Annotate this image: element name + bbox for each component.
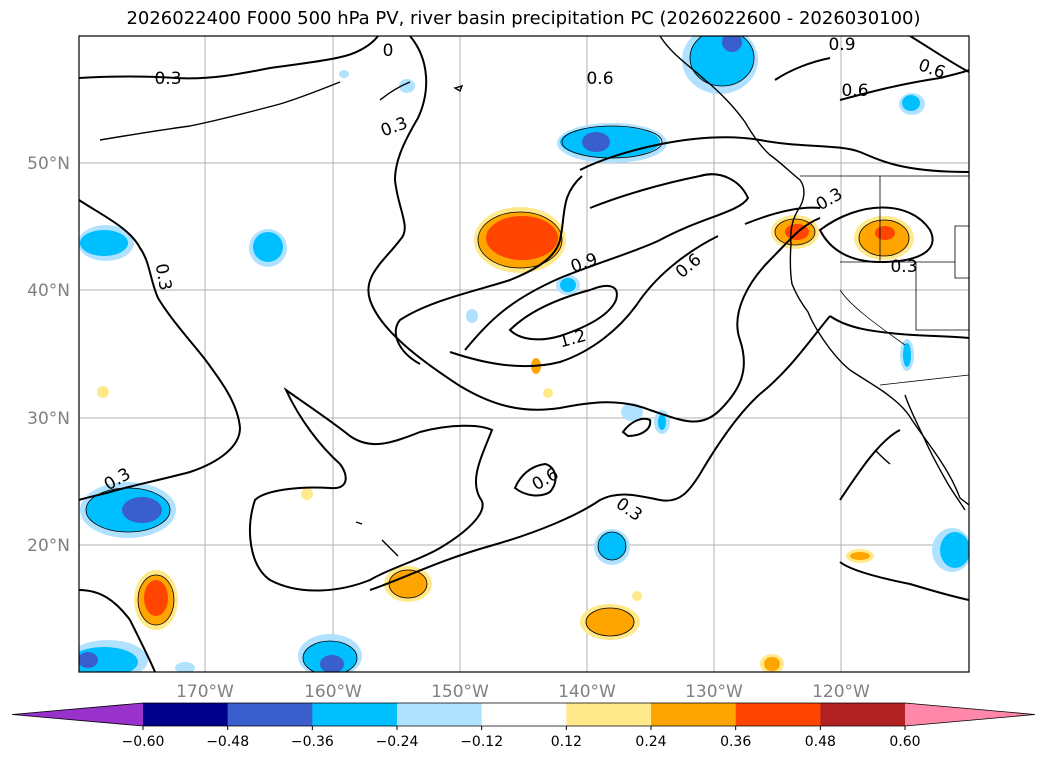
- precip-blue-blobs: [79, 36, 969, 672]
- colorbar: [11, 702, 1036, 727]
- contour-label: 0.3: [154, 69, 181, 89]
- colorbar-segment: [820, 703, 906, 726]
- lon-label: 160°W: [304, 682, 362, 702]
- lat-label: 20°N: [27, 536, 70, 556]
- colorbar-segment: [651, 703, 737, 726]
- coastlines: [99, 36, 969, 557]
- colorbar-tick-label: 0.60: [889, 734, 920, 750]
- colorbar-extend-min: [12, 703, 143, 726]
- contour-label: 0: [383, 41, 394, 61]
- map-area: 0.3 0.3 0.3 0.3 0.3 0.3 0.3 0.6 0.6 0.6 …: [79, 35, 969, 672]
- colorbar-tick-label: 0.12: [551, 734, 582, 750]
- colorbar-tick-label: −0.24: [376, 734, 419, 750]
- map-title: 2026022400 F000 500 hPa PV, river basin …: [126, 8, 921, 29]
- colorbar-tick-label: −0.48: [206, 734, 249, 750]
- blob-outlines: [85, 36, 910, 672]
- colorbar-segment: [227, 703, 313, 726]
- map-border: [78, 35, 970, 673]
- lon-label: 120°W: [812, 682, 870, 702]
- colorbar-tick-label: −0.12: [460, 734, 503, 750]
- lat-label: 40°N: [27, 281, 70, 301]
- colorbar-ticks: −0.60 −0.48 −0.36 −0.24 −0.12 0.12 0.24 0.36 0.4…: [122, 726, 921, 750]
- colorbar-segment: [735, 703, 821, 726]
- colorbar-tick-label: 0.24: [635, 734, 666, 750]
- lon-label: 130°W: [685, 682, 743, 702]
- latitude-labels: 50°N 40°N 30°N 20°N: [27, 154, 70, 556]
- longitude-labels: 170°W 160°W 150°W 140°W 130°W 120°W: [176, 682, 870, 702]
- lat-label: 30°N: [27, 409, 70, 429]
- colorbar-segment: [312, 703, 398, 726]
- colorbar-tick-label: −0.36: [291, 734, 334, 750]
- contour-label: 0.9: [828, 35, 855, 55]
- colorbar-segment: [566, 703, 652, 726]
- colorbar-tick-label: 0.48: [805, 734, 836, 750]
- colorbar-extend-max: [905, 703, 1035, 726]
- contour-label: 0.3: [151, 262, 175, 292]
- lat-label: 50°N: [27, 154, 70, 174]
- colorbar-tick-label: 0.36: [720, 734, 751, 750]
- lon-label: 140°W: [558, 682, 616, 702]
- contour-label: 0.6: [586, 69, 613, 89]
- colorbar-segment: [143, 703, 229, 726]
- contour-label: 0.6: [841, 81, 868, 101]
- colorbar-segment: [481, 703, 567, 726]
- lon-label: 170°W: [176, 682, 234, 702]
- colorbar-tick-label: −0.60: [122, 734, 165, 750]
- lon-label: 150°W: [431, 682, 489, 702]
- colorbar-segment: [397, 703, 483, 726]
- country-borders: [800, 175, 969, 386]
- contour-label: 0.3: [890, 257, 917, 277]
- pv-contours: [79, 36, 969, 672]
- gridlines: [79, 36, 969, 672]
